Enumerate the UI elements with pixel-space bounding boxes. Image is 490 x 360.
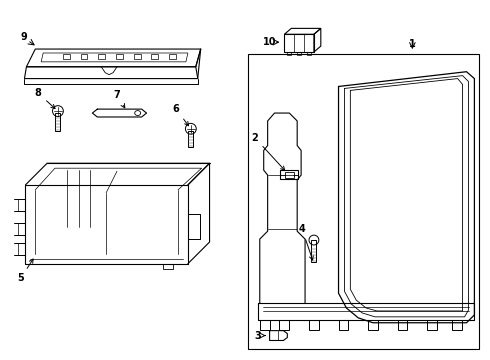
Text: 3: 3 xyxy=(254,330,261,341)
Bar xyxy=(116,54,123,59)
Text: 5: 5 xyxy=(17,259,33,283)
Bar xyxy=(397,320,408,330)
Text: 7: 7 xyxy=(114,90,125,108)
Bar xyxy=(55,113,60,131)
Bar xyxy=(134,54,141,59)
Bar xyxy=(452,320,462,330)
Bar xyxy=(339,320,348,330)
Bar xyxy=(368,320,378,330)
Text: 10: 10 xyxy=(263,37,276,47)
Bar xyxy=(63,54,70,59)
Text: 6: 6 xyxy=(172,104,189,126)
Bar xyxy=(427,320,437,330)
Bar xyxy=(297,52,301,55)
Bar xyxy=(260,320,270,330)
Bar xyxy=(280,170,298,179)
Bar xyxy=(98,54,105,59)
Text: 9: 9 xyxy=(20,32,27,42)
Text: 8: 8 xyxy=(35,88,55,108)
Text: 1: 1 xyxy=(409,39,416,49)
Bar xyxy=(309,320,319,330)
Bar xyxy=(287,52,291,55)
Bar xyxy=(284,34,314,52)
Text: 4: 4 xyxy=(299,224,313,260)
Bar xyxy=(80,54,88,59)
Bar xyxy=(169,54,176,59)
Bar xyxy=(307,52,311,55)
Bar xyxy=(285,172,294,178)
Bar xyxy=(151,54,158,59)
Bar xyxy=(188,131,194,147)
Bar xyxy=(279,320,289,330)
Bar xyxy=(312,240,317,262)
Text: 2: 2 xyxy=(251,133,285,170)
Bar xyxy=(248,54,479,349)
